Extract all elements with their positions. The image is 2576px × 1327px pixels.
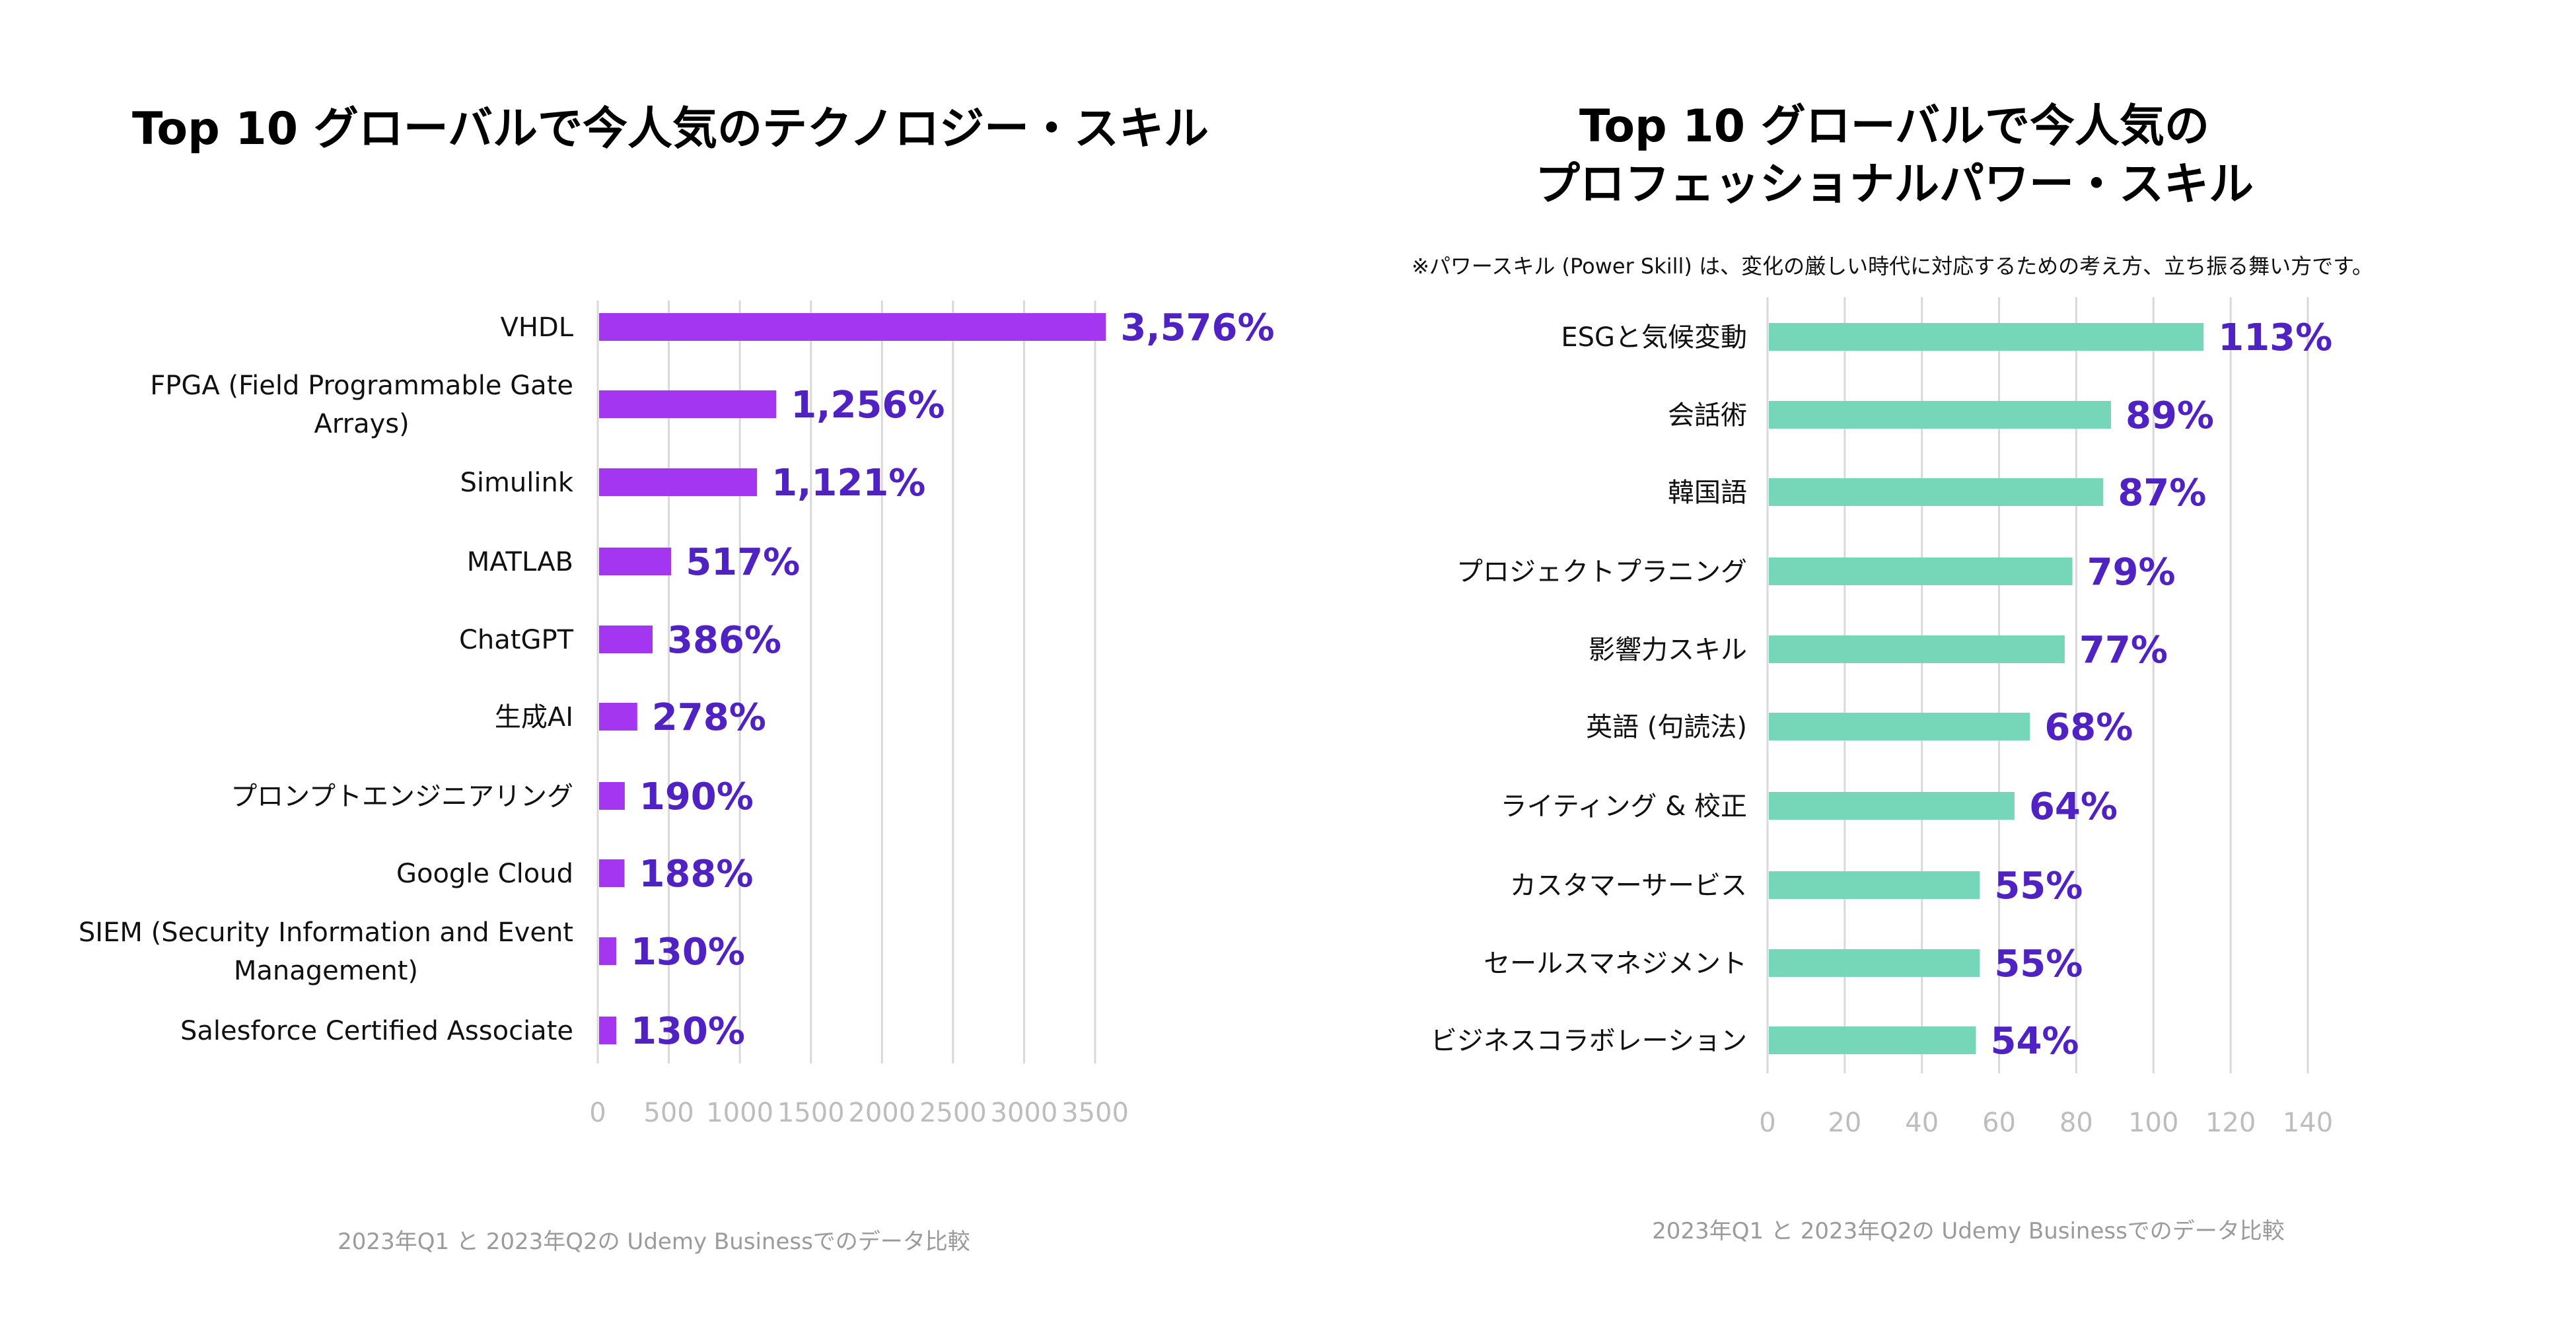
power-bar bbox=[1769, 713, 2030, 740]
power-category-label: ビジネスコラボレーション bbox=[1431, 1026, 1747, 1056]
power-value-label: 55% bbox=[1994, 865, 2083, 908]
tech-category-label: MATLAB bbox=[467, 547, 573, 577]
power-category-label: 英語 (句読法) bbox=[1586, 712, 1747, 742]
tech-category-label: FPGA (Field Programmable Gate bbox=[150, 371, 573, 401]
power-x-tick-label: 20 bbox=[1828, 1108, 1861, 1138]
tech-value-label: 3,576% bbox=[1120, 306, 1274, 349]
tech-category-label: SIEM (Security Information and Event bbox=[79, 917, 573, 948]
power-category-label: プロジェクトプラニング bbox=[1456, 557, 1747, 587]
tech-value-label: 190% bbox=[639, 775, 754, 818]
power-x-tick-label: 40 bbox=[1905, 1108, 1939, 1138]
tech-bar bbox=[599, 703, 637, 731]
power-x-tick-label: 80 bbox=[2059, 1108, 2093, 1138]
tech-value-label: 130% bbox=[631, 931, 745, 974]
tech-value-label: 1,256% bbox=[791, 384, 945, 427]
power-bar bbox=[1769, 557, 2073, 585]
power-x-tick-label: 0 bbox=[1759, 1108, 1775, 1138]
power-value-label: 55% bbox=[1994, 943, 2083, 986]
tech-category-label: ChatGPT bbox=[459, 625, 574, 655]
tech-bar bbox=[599, 859, 625, 887]
power-bar bbox=[1769, 478, 2104, 506]
tech-bar bbox=[599, 1017, 616, 1044]
tech-category-label: Management) bbox=[234, 956, 418, 986]
tech-x-tick-label: 1500 bbox=[777, 1098, 845, 1128]
power-category-label: ESGと気候変動 bbox=[1561, 322, 1747, 353]
power-skill-note: ※パワースキル (Power Skill) は、変化の厳しい時代に対応するための… bbox=[1412, 254, 2373, 279]
power-x-tick-label: 140 bbox=[2283, 1108, 2333, 1138]
tech-value-label: 130% bbox=[631, 1010, 745, 1053]
tech-category-label: Simulink bbox=[460, 468, 573, 498]
tech-category-label: 生成AI bbox=[495, 702, 573, 733]
power-category-label: カスタマーサービス bbox=[1510, 871, 1747, 901]
power-x-tick-label: 100 bbox=[2128, 1108, 2178, 1138]
tech-value-label: 1,121% bbox=[771, 462, 925, 505]
power-category-label: 会話術 bbox=[1668, 400, 1747, 431]
tech-x-tick-label: 500 bbox=[643, 1098, 694, 1128]
tech-bar bbox=[599, 548, 672, 575]
tech-x-tick-label: 3500 bbox=[1061, 1098, 1129, 1128]
tech-x-tick-label: 1000 bbox=[706, 1098, 773, 1128]
tech-x-tick-label: 0 bbox=[589, 1098, 606, 1128]
power-bar bbox=[1769, 635, 2065, 663]
tech-bar bbox=[599, 937, 616, 965]
power-chart-title-line1: Top 10 グローバルで今人気の bbox=[1579, 100, 2210, 153]
power-bar bbox=[1769, 323, 2204, 351]
tech-bar bbox=[599, 390, 777, 418]
power-x-tick-label: 120 bbox=[2205, 1108, 2256, 1138]
power-value-label: 113% bbox=[2218, 316, 2332, 359]
tech-x-tick-label: 3000 bbox=[991, 1098, 1058, 1128]
power-value-label: 79% bbox=[2087, 551, 2176, 594]
power-category-label: 影響力スキル bbox=[1589, 635, 1747, 665]
power-category-label: 韓国語 bbox=[1668, 478, 1747, 508]
power-value-label: 87% bbox=[2118, 472, 2206, 515]
tech-value-label: 386% bbox=[667, 619, 781, 662]
tech-value-label: 188% bbox=[639, 853, 753, 896]
power-value-label: 64% bbox=[2029, 785, 2118, 828]
tech-x-tick-label: 2000 bbox=[848, 1098, 915, 1128]
tech-value-label: 517% bbox=[686, 541, 800, 584]
tech-x-tick-label: 2500 bbox=[919, 1098, 987, 1128]
power-bar bbox=[1769, 949, 1980, 977]
power-bar bbox=[1769, 401, 2112, 429]
tech-category-label: Salesforce Certified Associate bbox=[180, 1016, 573, 1046]
tech-bar bbox=[599, 626, 653, 653]
tech-category-label: Google Cloud bbox=[396, 859, 573, 889]
tech-chart-footer: 2023年Q1 と 2023年Q2の Udemy Businessでのデータ比較 bbox=[338, 1229, 970, 1255]
tech-chart-title: Top 10 グローバルで今人気のテクノロジー・スキル bbox=[132, 103, 1209, 155]
power-value-label: 77% bbox=[2079, 629, 2168, 672]
power-bar bbox=[1769, 1026, 1976, 1054]
tech-category-label: Arrays) bbox=[314, 409, 410, 439]
power-chart-title-line2: プロフェッショナルパワー・スキル bbox=[1534, 159, 2254, 211]
tech-category-label: VHDL bbox=[500, 312, 573, 343]
power-chart-footer: 2023年Q1 と 2023年Q2の Udemy Businessでのデータ比較 bbox=[1652, 1218, 2285, 1244]
tech-category-label: プロンプトエンジニアリング bbox=[231, 781, 573, 812]
tech-bar bbox=[599, 468, 758, 496]
tech-bar bbox=[599, 313, 1106, 341]
power-value-label: 68% bbox=[2044, 706, 2133, 749]
power-value-label: 54% bbox=[1991, 1020, 2079, 1063]
power-bar bbox=[1769, 871, 1980, 899]
tech-value-label: 278% bbox=[652, 696, 766, 739]
power-bar bbox=[1769, 792, 2015, 820]
tech-bar bbox=[599, 782, 625, 810]
power-category-label: ライティング & 校正 bbox=[1501, 791, 1747, 822]
power-category-label: セールスマネジメント bbox=[1484, 949, 1747, 979]
power-value-label: 89% bbox=[2126, 394, 2214, 437]
power-x-tick-label: 60 bbox=[1982, 1108, 2016, 1138]
